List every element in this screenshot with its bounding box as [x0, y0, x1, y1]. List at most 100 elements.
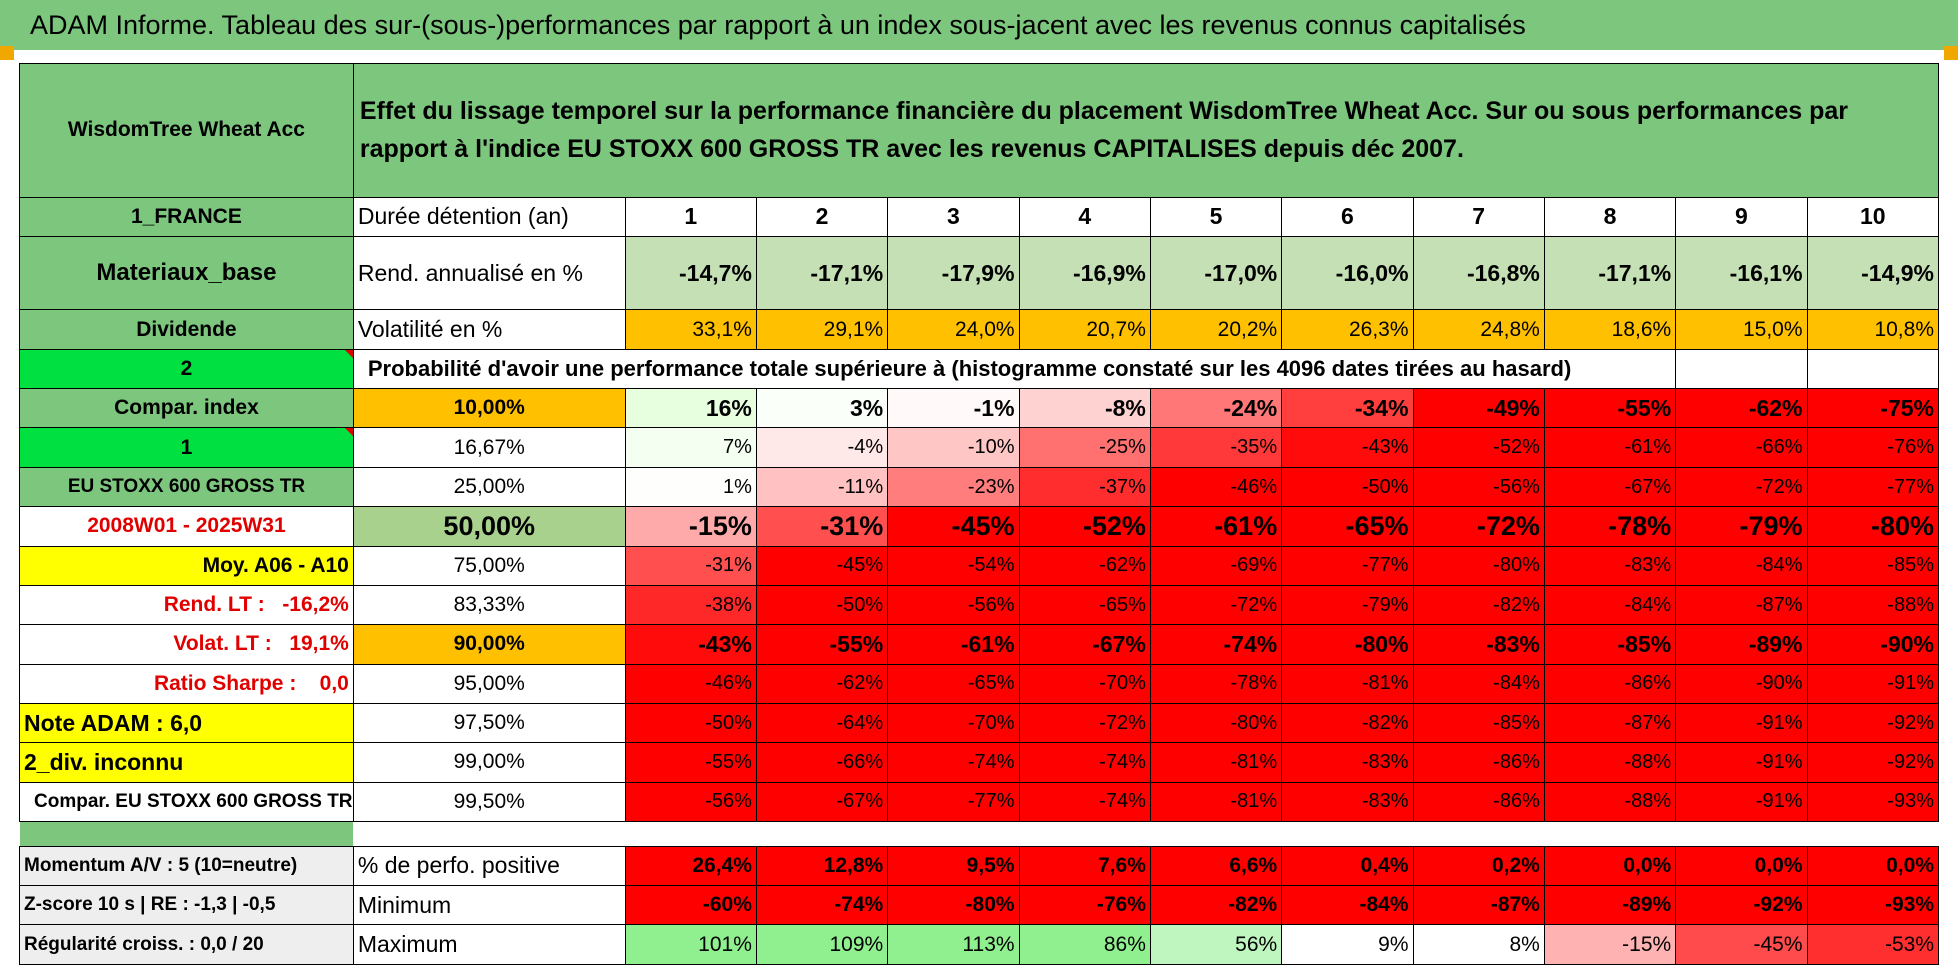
rend-lt-label: Rend. LT :	[163, 593, 265, 617]
probability-cell: -86%	[1543, 663, 1677, 704]
probability-cell: -81%	[1149, 781, 1283, 822]
compar-index-value: 1	[19, 427, 354, 468]
probability-cell: -72%	[1412, 506, 1545, 547]
probability-cell: -64%	[755, 702, 889, 744]
year-header: 10	[1806, 196, 1940, 237]
annualized-return-cell: -16,8%	[1412, 235, 1545, 311]
probability-cell: -43%	[624, 624, 757, 665]
probability-cell: -65%	[1281, 506, 1414, 547]
annualized-return-cell: -17,1%	[1543, 235, 1677, 311]
probability-cell: -62%	[1675, 388, 1808, 429]
probability-cell: -79%	[1675, 506, 1808, 547]
probability-cell: -56%	[887, 584, 1020, 626]
index-name: EU STOXX 600 GROSS TR	[19, 466, 354, 508]
probability-cell: -50%	[624, 702, 757, 744]
probability-cell: -83%	[1281, 781, 1414, 822]
annualized-return-cell: -16,9%	[1018, 235, 1151, 311]
probability-cell: -72%	[1018, 702, 1151, 744]
probability-cell: -38%	[624, 584, 757, 626]
stats-cell: 8%	[1412, 924, 1545, 965]
sharpe-label: Ratio Sharpe :	[153, 671, 297, 695]
probability-cell: -80%	[1806, 506, 1940, 547]
stats-cell: 0,0%	[1806, 845, 1940, 887]
probability-cell: -77%	[1281, 545, 1414, 586]
sharpe-value: 0,0	[319, 671, 349, 695]
probability-cell: -84%	[1675, 545, 1808, 586]
annualized-return-cell: -16,0%	[1281, 235, 1414, 311]
stats-label: Minimum	[352, 885, 626, 926]
probability-cell: -90%	[1806, 624, 1940, 665]
probability-cell: -34%	[1281, 388, 1414, 429]
volatility-cell: 18,6%	[1543, 309, 1677, 350]
volatility-cell: 10,8%	[1806, 309, 1940, 350]
probability-cell: -56%	[1412, 466, 1545, 508]
volatility-cell: 26,3%	[1281, 309, 1414, 350]
stats-label: % de perfo. positive	[352, 845, 626, 887]
probability-cell: -85%	[1543, 624, 1677, 665]
probability-cell: -80%	[1412, 545, 1545, 586]
volatility-label: Volatilité en %	[352, 309, 626, 350]
probability-cell: -77%	[887, 781, 1020, 822]
probability-cell: -88%	[1806, 584, 1940, 626]
probability-cell: -45%	[887, 506, 1020, 547]
probability-cell: -75%	[1806, 388, 1940, 429]
probability-cell: -54%	[887, 545, 1020, 586]
probability-cell: -61%	[1149, 506, 1283, 547]
probability-cell: -79%	[1281, 584, 1414, 626]
compar-index-label: Compar. index	[19, 388, 354, 429]
probability-cell: -55%	[1543, 388, 1677, 429]
stats-cell: -45%	[1675, 924, 1808, 965]
empty-cell	[1675, 348, 1808, 390]
probability-cell: -72%	[1149, 584, 1283, 626]
probability-cell: -87%	[1675, 584, 1808, 626]
probability-cell: -87%	[1543, 702, 1677, 744]
probability-cell: -82%	[1281, 702, 1414, 744]
stats-cell: 9,5%	[887, 845, 1020, 887]
probability-threshold: 97,50%	[352, 702, 626, 744]
stats-cell: 0,4%	[1281, 845, 1414, 887]
probability-cell: -50%	[755, 584, 889, 626]
probability-cell: -78%	[1543, 506, 1677, 547]
volatility-cell: 20,7%	[1018, 309, 1151, 350]
probability-cell: -81%	[1149, 742, 1283, 783]
probability-threshold: 75,00%	[352, 545, 626, 586]
probability-cell: -61%	[887, 624, 1020, 665]
year-header: 1	[624, 196, 757, 237]
probability-cell: -91%	[1675, 702, 1808, 744]
probability-cell: -82%	[1412, 584, 1545, 626]
probability-cell: -62%	[1018, 545, 1151, 586]
stats-cell: 6,6%	[1149, 845, 1283, 887]
probability-cell: -70%	[887, 702, 1020, 744]
year-header: 9	[1675, 196, 1808, 237]
probability-threshold: 95,00%	[352, 663, 626, 704]
probability-cell: -89%	[1675, 624, 1808, 665]
annualized-return-cell: -17,9%	[887, 235, 1020, 311]
rend-lt-value: -16,2%	[282, 593, 349, 617]
probability-cell: -78%	[1149, 663, 1283, 704]
holding-duration-label: Durée détention (an)	[352, 196, 626, 237]
stats-cell: -74%	[755, 885, 889, 926]
probability-cell: 7%	[624, 427, 757, 468]
probability-cell: -83%	[1281, 742, 1414, 783]
probability-cell: -74%	[1149, 624, 1283, 665]
probability-cell: -61%	[1543, 427, 1677, 468]
probability-cell: -74%	[1018, 742, 1151, 783]
probability-cell: -23%	[887, 466, 1020, 508]
probability-cell: -8%	[1018, 388, 1151, 429]
volatility-cell: 24,0%	[887, 309, 1020, 350]
probability-cell: -88%	[1543, 742, 1677, 783]
period-label: 2008W01 - 2025W31	[19, 506, 354, 547]
probability-cell: -65%	[1018, 584, 1151, 626]
probability-cell: -84%	[1412, 663, 1545, 704]
probability-cell: -52%	[1412, 427, 1545, 468]
stats-cell: 0,2%	[1412, 845, 1545, 887]
annualized-return-label: Rend. annualisé en %	[352, 235, 626, 311]
probability-cell: -85%	[1806, 545, 1940, 586]
stats-cell: -80%	[887, 885, 1020, 926]
probability-threshold: 83,33%	[352, 584, 626, 626]
stats-cell: 113%	[887, 924, 1020, 965]
probability-cell: -46%	[1149, 466, 1283, 508]
corner-marker-left	[0, 46, 14, 60]
year-header: 4	[1018, 196, 1151, 237]
probability-cell: 16%	[624, 388, 757, 429]
